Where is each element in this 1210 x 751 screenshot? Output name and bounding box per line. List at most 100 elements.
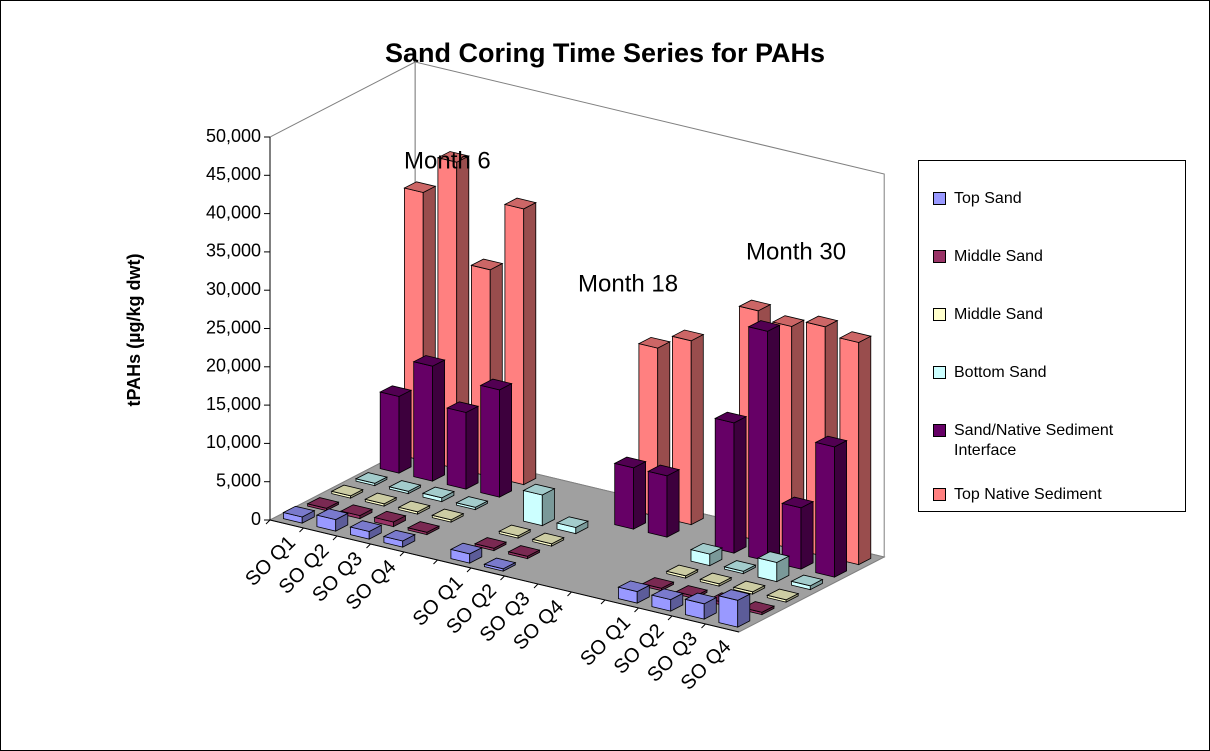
bar-top	[431, 508, 465, 521]
bar	[306, 497, 340, 512]
bar-front	[480, 384, 500, 498]
bar	[449, 542, 483, 564]
annotation: Month 18	[578, 270, 678, 297]
bar	[388, 480, 422, 495]
bar-side	[733, 415, 747, 554]
bar-front	[647, 470, 668, 538]
bar-front	[614, 462, 634, 530]
bar-top	[522, 483, 556, 496]
legend-swatch	[933, 192, 946, 205]
y-axis-label: tPAHs (µg/kg dwt)	[124, 253, 144, 406]
bar-top	[479, 378, 513, 391]
bar-top	[397, 500, 431, 513]
y-tick-label: 30,000	[206, 279, 261, 299]
x-tick	[500, 575, 505, 581]
bar-front	[523, 489, 543, 527]
bar-front	[714, 417, 735, 554]
bar-front	[446, 407, 467, 490]
annotation: Month 6	[404, 147, 491, 174]
bar-top	[470, 258, 504, 271]
bar-top	[339, 504, 374, 517]
bar-side	[432, 359, 446, 482]
legend-item: Middle Sand	[933, 305, 1144, 325]
bar-top	[613, 456, 647, 469]
bar	[483, 557, 517, 572]
bar-top	[747, 320, 781, 332]
annotation: Month 30	[746, 238, 846, 265]
bar-front	[379, 391, 400, 474]
bar-top	[403, 181, 437, 193]
x-tick	[466, 567, 472, 573]
bar	[473, 537, 508, 552]
x-tick	[567, 591, 572, 597]
legend-label: Top Native Sediment	[954, 486, 1102, 503]
bar-side	[633, 460, 646, 530]
bar	[364, 492, 398, 507]
bar-top	[436, 151, 470, 163]
bar	[507, 545, 541, 560]
legend-item: Sand/Native Sediment Interface	[933, 421, 1144, 461]
bar	[522, 483, 556, 527]
bar	[397, 500, 431, 515]
bar-top	[741, 601, 776, 613]
legend-swatch	[933, 366, 946, 379]
bar	[498, 524, 532, 539]
bar-top	[665, 564, 699, 577]
bar-top	[641, 577, 675, 589]
y-tick-label: 0	[251, 509, 261, 529]
x-tick	[667, 615, 673, 621]
legend-label: Middle Sand	[954, 248, 1043, 265]
bar-top	[766, 588, 800, 601]
bar	[282, 505, 316, 524]
legend-item: Bottom Sand	[933, 363, 1144, 383]
bar	[814, 435, 848, 578]
bar-top	[473, 537, 508, 549]
legend: Top Sand Middle Sand Middle Sand Bottom San…	[918, 160, 1186, 512]
bar-top	[647, 464, 681, 477]
bar-top	[555, 516, 590, 528]
y-tick-label: 25,000	[206, 317, 261, 337]
x-tick	[701, 623, 706, 629]
bar-top	[699, 572, 733, 585]
bar	[406, 521, 441, 536]
y-tick-label: 10,000	[206, 432, 261, 452]
plot: 0 5,000 10,000 15,000 20,000 25,000 30,000 35,0…	[206, 61, 886, 695]
bar-top	[388, 480, 422, 492]
bar-top	[684, 592, 718, 605]
bar	[732, 580, 766, 595]
bar-top	[349, 520, 383, 532]
bar-front	[718, 595, 739, 628]
bar-front	[748, 326, 768, 562]
y-tick-label: 50,000	[206, 126, 261, 146]
bar-side	[398, 389, 412, 474]
bar-top	[406, 521, 441, 533]
bar-top	[483, 557, 517, 570]
legend-label: Sand/Native Sediment Interface	[954, 422, 1114, 459]
x-tick	[332, 535, 338, 541]
bar-top	[781, 496, 815, 509]
bar-top	[650, 588, 684, 601]
bar-top	[446, 401, 480, 413]
bar	[373, 510, 407, 528]
bar-top	[756, 551, 791, 563]
x-tick	[433, 559, 438, 565]
bar-top	[449, 542, 483, 555]
bar-top	[498, 524, 532, 537]
x-tick	[533, 583, 539, 589]
bar	[689, 542, 724, 567]
bar-top	[421, 486, 456, 499]
bar-top	[790, 574, 824, 587]
legend-item: Top Native Sediment	[933, 485, 1144, 505]
chart-title: Sand Coring Time Series for PAHs	[385, 38, 825, 68]
y-tick-label: 15,000	[206, 394, 261, 414]
bar	[479, 378, 513, 498]
bar-top	[373, 510, 407, 523]
bar-front	[413, 361, 433, 482]
bar	[741, 601, 776, 616]
x-tick	[265, 519, 271, 525]
bar	[455, 496, 489, 511]
bar-side	[666, 468, 680, 538]
bar	[354, 472, 389, 487]
bar-top	[814, 435, 848, 448]
